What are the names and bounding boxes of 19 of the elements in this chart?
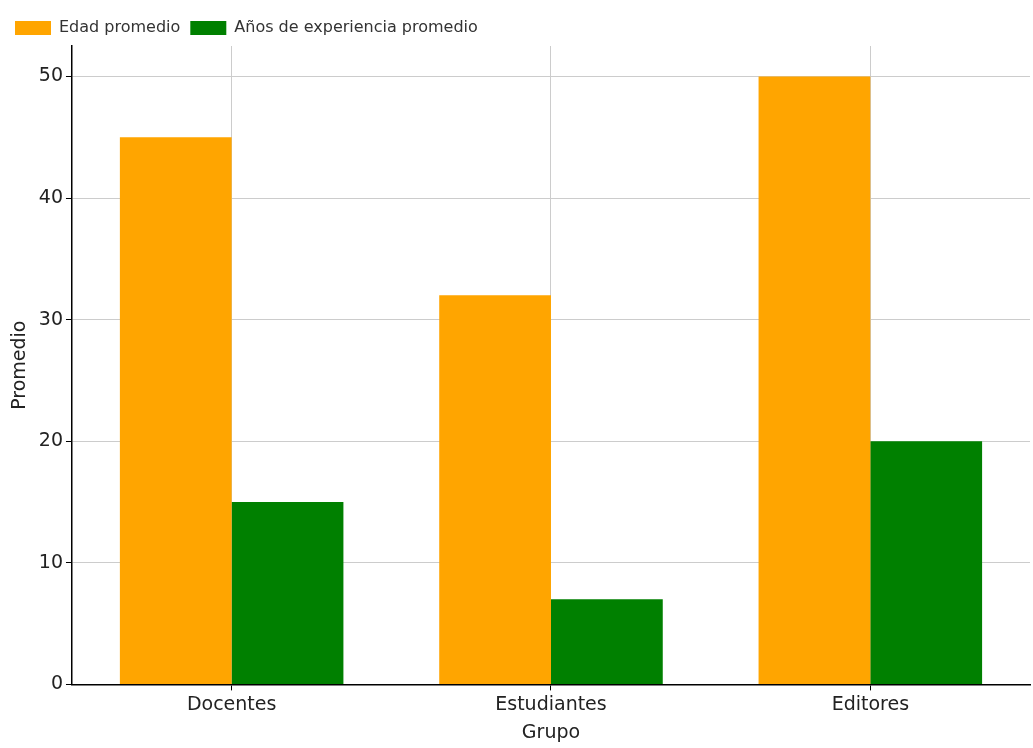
- bar: [119, 137, 232, 684]
- x-tick-label: Docentes: [186, 691, 277, 714]
- y-tick-label: 30: [38, 306, 63, 329]
- bar: [231, 502, 344, 684]
- y-tick-label: 10: [38, 549, 63, 572]
- x-tick-label: Editores: [831, 691, 910, 714]
- x-tick-label: Estudiantes: [495, 691, 607, 714]
- y-tick-label: 20: [38, 428, 63, 451]
- bar: [758, 76, 871, 684]
- y-tick-label: 50: [38, 63, 63, 86]
- bar: [870, 441, 983, 684]
- bar: [550, 599, 663, 684]
- bar: [439, 295, 551, 684]
- legend-label: Edad promedio: [59, 17, 181, 37]
- x-axis-title: Grupo: [521, 719, 581, 742]
- legend-label: Años de experiencia promedio: [234, 17, 478, 37]
- y-tick-label: 40: [38, 184, 63, 207]
- y-axis-title: Promedio: [7, 320, 30, 410]
- y-tick-label: 0: [50, 671, 63, 694]
